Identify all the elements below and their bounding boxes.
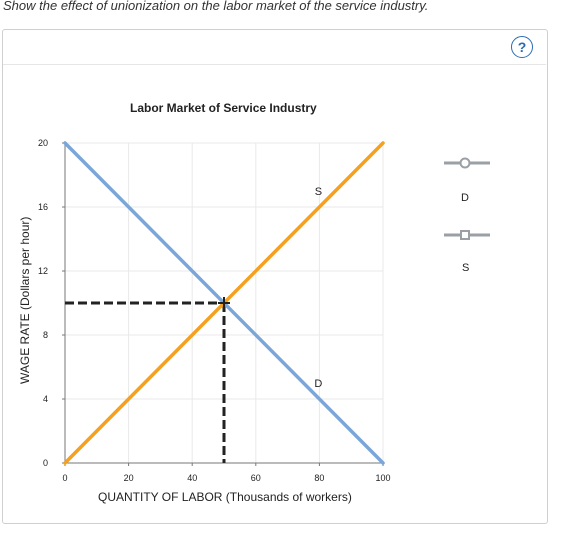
y-tick-label-5: 20: [38, 138, 48, 148]
y-tick-label-1: 4: [43, 394, 48, 404]
help-icon[interactable]: ?: [511, 36, 533, 58]
legend-label-supply: S: [462, 262, 470, 274]
x-axis-label: QUANTITY OF LABOR (Thousands of workers): [98, 490, 352, 504]
chart-title: Labor Market of Service Industry: [130, 101, 317, 115]
y-tick-label-3: 12: [38, 266, 48, 276]
legend-supply-tool-icon[interactable]: [460, 230, 470, 240]
x-tick-label-0: 0: [62, 473, 67, 483]
curve-label-d: D: [314, 378, 322, 390]
y-tick-label-0: 0: [43, 458, 48, 468]
x-tick-label-2: 40: [187, 473, 197, 483]
legend-demand-tool-icon[interactable]: [459, 157, 471, 169]
y-tick-label-4: 16: [38, 202, 48, 212]
header-divider: [3, 64, 546, 65]
graph-panel: [2, 29, 548, 524]
x-tick-label-3: 60: [251, 473, 261, 483]
y-tick-label-2: 8: [43, 330, 48, 340]
x-tick-label-4: 80: [314, 473, 324, 483]
curve-label-s: S: [315, 186, 322, 198]
x-tick-label-1: 20: [124, 473, 134, 483]
x-tick-label-5: 100: [375, 473, 390, 483]
legend-label-demand: D: [461, 192, 469, 204]
instruction-text: Show the effect of unionization on the l…: [3, 0, 429, 13]
